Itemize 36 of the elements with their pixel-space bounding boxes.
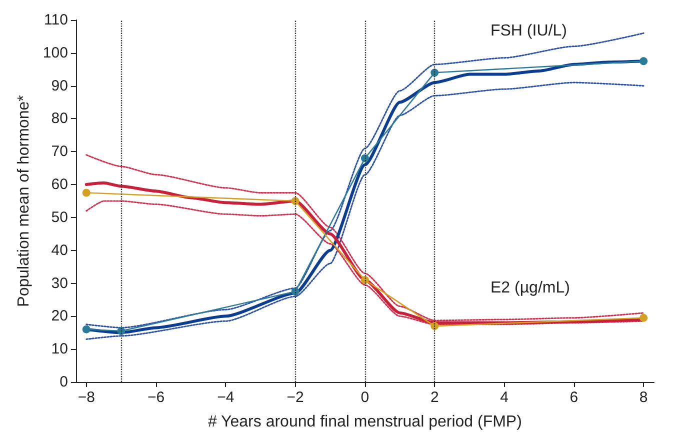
- point: [117, 326, 126, 335]
- y-tick-label: 110: [44, 12, 68, 28]
- point: [360, 276, 369, 284]
- x-tick-label: 2: [430, 389, 439, 406]
- y-tick-label: 0: [60, 374, 68, 390]
- y-tick-label: 30: [51, 274, 68, 292]
- x-tick-label: −8: [78, 389, 95, 406]
- point: [640, 314, 648, 322]
- y-tick-label: 100: [42, 44, 68, 62]
- x-tick-label: −4: [217, 389, 234, 406]
- point: [82, 325, 90, 334]
- x-tick-label: −2: [286, 389, 304, 406]
- point: [640, 57, 648, 66]
- point: [291, 288, 300, 296]
- y-tick-label: 40: [51, 242, 68, 259]
- x-axis-title: # Years around final menstrual period (FMP): [208, 414, 522, 430]
- annotation: E2 (µg/mL): [490, 279, 570, 296]
- y-tick-label: 90: [51, 77, 68, 94]
- point: [360, 154, 369, 162]
- y-tick-label: 20: [51, 308, 68, 325]
- point: [82, 188, 90, 197]
- y-tick-label: 10: [51, 340, 68, 358]
- point: [430, 68, 439, 77]
- y-tick-label: 70: [51, 143, 68, 160]
- point: [430, 322, 439, 330]
- y-axis-title: Population mean of hormone*: [16, 95, 32, 307]
- annotation: FSH (IU/L): [490, 22, 567, 40]
- point: [291, 197, 300, 205]
- x-tick-label: 6: [570, 389, 578, 406]
- y-tick-label: 50: [51, 208, 68, 226]
- y-tick-label: 60: [51, 176, 68, 194]
- x-tick-label: 4: [500, 389, 508, 406]
- x-tick-label: −6: [147, 389, 165, 406]
- y-tick-label: 80: [51, 110, 68, 128]
- x-tick-label: 0: [360, 389, 370, 406]
- x-tick-label: 8: [639, 389, 648, 406]
